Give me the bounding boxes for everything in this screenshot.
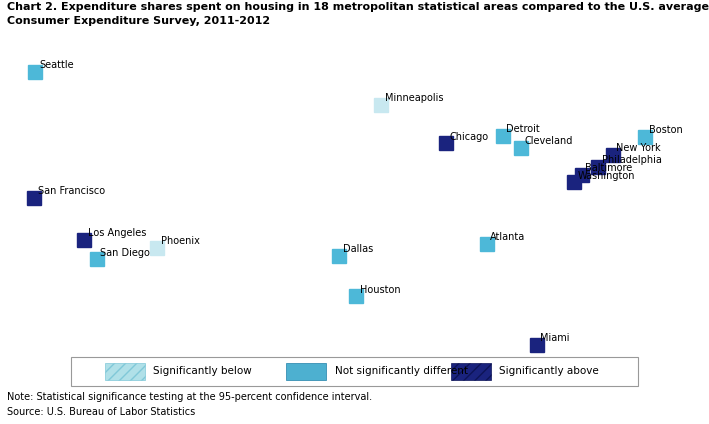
- Text: Significantly above: Significantly above: [499, 366, 599, 377]
- Text: Significantly below: Significantly below: [153, 366, 252, 377]
- Text: Boston: Boston: [649, 126, 683, 135]
- Text: Dallas: Dallas: [342, 244, 373, 254]
- Text: Los Angeles: Los Angeles: [87, 229, 146, 238]
- Text: Consumer Expenditure Survey, 2011-2012: Consumer Expenditure Survey, 2011-2012: [7, 16, 270, 26]
- Text: Baltimore: Baltimore: [586, 163, 632, 173]
- Text: Detroit: Detroit: [506, 124, 540, 134]
- Text: Washington: Washington: [578, 171, 635, 181]
- Text: Atlanta: Atlanta: [490, 232, 525, 242]
- Text: San Francisco: San Francisco: [38, 186, 105, 196]
- Bar: [105, 363, 145, 380]
- Text: Philadelphia: Philadelphia: [602, 155, 661, 165]
- Text: Minneapolis: Minneapolis: [384, 93, 443, 103]
- Bar: [451, 363, 491, 380]
- Bar: [286, 363, 326, 380]
- Text: Seattle: Seattle: [39, 60, 74, 70]
- Text: Cleveland: Cleveland: [525, 136, 573, 146]
- Text: Source: U.S. Bureau of Labor Statistics: Source: U.S. Bureau of Labor Statistics: [7, 407, 196, 417]
- Text: New York: New York: [616, 143, 661, 153]
- Text: Chart 2. Expenditure shares spent on housing in 18 metropolitan statistical area: Chart 2. Expenditure shares spent on hou…: [7, 2, 709, 12]
- Text: Not significantly different: Not significantly different: [335, 366, 468, 377]
- Text: Note: Statistical significance testing at the 95-percent confidence interval.: Note: Statistical significance testing a…: [7, 392, 372, 402]
- Text: Houston: Houston: [359, 285, 401, 295]
- Text: Phoenix: Phoenix: [160, 236, 199, 246]
- Text: Miami: Miami: [540, 333, 570, 343]
- Text: San Diego: San Diego: [101, 248, 150, 257]
- Text: Chicago: Chicago: [450, 132, 489, 142]
